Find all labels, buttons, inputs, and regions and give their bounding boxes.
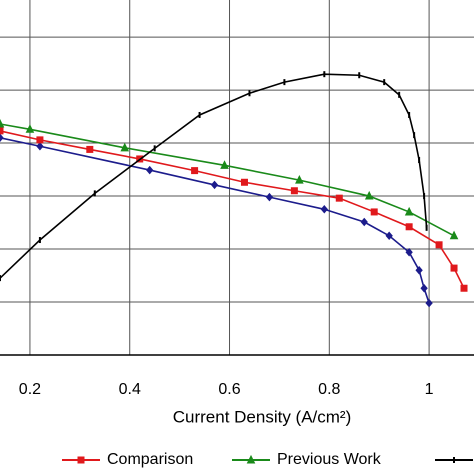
marker bbox=[77, 456, 85, 464]
marker bbox=[405, 223, 413, 231]
marker bbox=[335, 194, 343, 202]
x-axis-label: Current Density (A/cm²) bbox=[173, 407, 352, 426]
marker bbox=[460, 284, 468, 292]
marker bbox=[435, 241, 443, 249]
legend-label: Previous Work bbox=[277, 451, 382, 468]
marker bbox=[290, 187, 298, 195]
marker bbox=[265, 192, 274, 202]
legend-label: Comparison bbox=[107, 451, 193, 468]
marker bbox=[415, 265, 423, 275]
marker bbox=[246, 454, 256, 464]
marker bbox=[220, 160, 229, 169]
marker bbox=[420, 283, 428, 293]
x-tick-label: 0.8 bbox=[318, 381, 340, 398]
marker bbox=[210, 180, 219, 190]
marker bbox=[405, 247, 413, 257]
marker bbox=[120, 142, 130, 152]
series-line bbox=[0, 130, 465, 289]
x-tick-label: 0.2 bbox=[19, 381, 41, 398]
marker bbox=[36, 141, 44, 151]
marker bbox=[240, 178, 248, 186]
marker bbox=[360, 217, 368, 227]
x-tick-label: 1 bbox=[425, 381, 434, 398]
marker bbox=[191, 167, 199, 175]
marker bbox=[425, 298, 433, 308]
marker bbox=[0, 133, 4, 143]
marker bbox=[450, 264, 458, 272]
marker bbox=[36, 136, 44, 144]
x-tick-label: 0.6 bbox=[218, 381, 240, 398]
marker bbox=[146, 165, 154, 175]
marker bbox=[385, 231, 393, 241]
marker bbox=[320, 205, 328, 214]
marker bbox=[25, 124, 35, 133]
x-tick-label: 0.4 bbox=[119, 381, 141, 398]
marker bbox=[364, 190, 374, 200]
marker bbox=[370, 208, 378, 216]
marker bbox=[0, 127, 4, 135]
marker bbox=[404, 206, 414, 216]
marker bbox=[295, 175, 304, 184]
marker bbox=[449, 230, 459, 240]
marker bbox=[86, 145, 94, 153]
marker bbox=[0, 118, 5, 128]
series-line bbox=[0, 73, 428, 279]
series-line bbox=[0, 123, 455, 237]
